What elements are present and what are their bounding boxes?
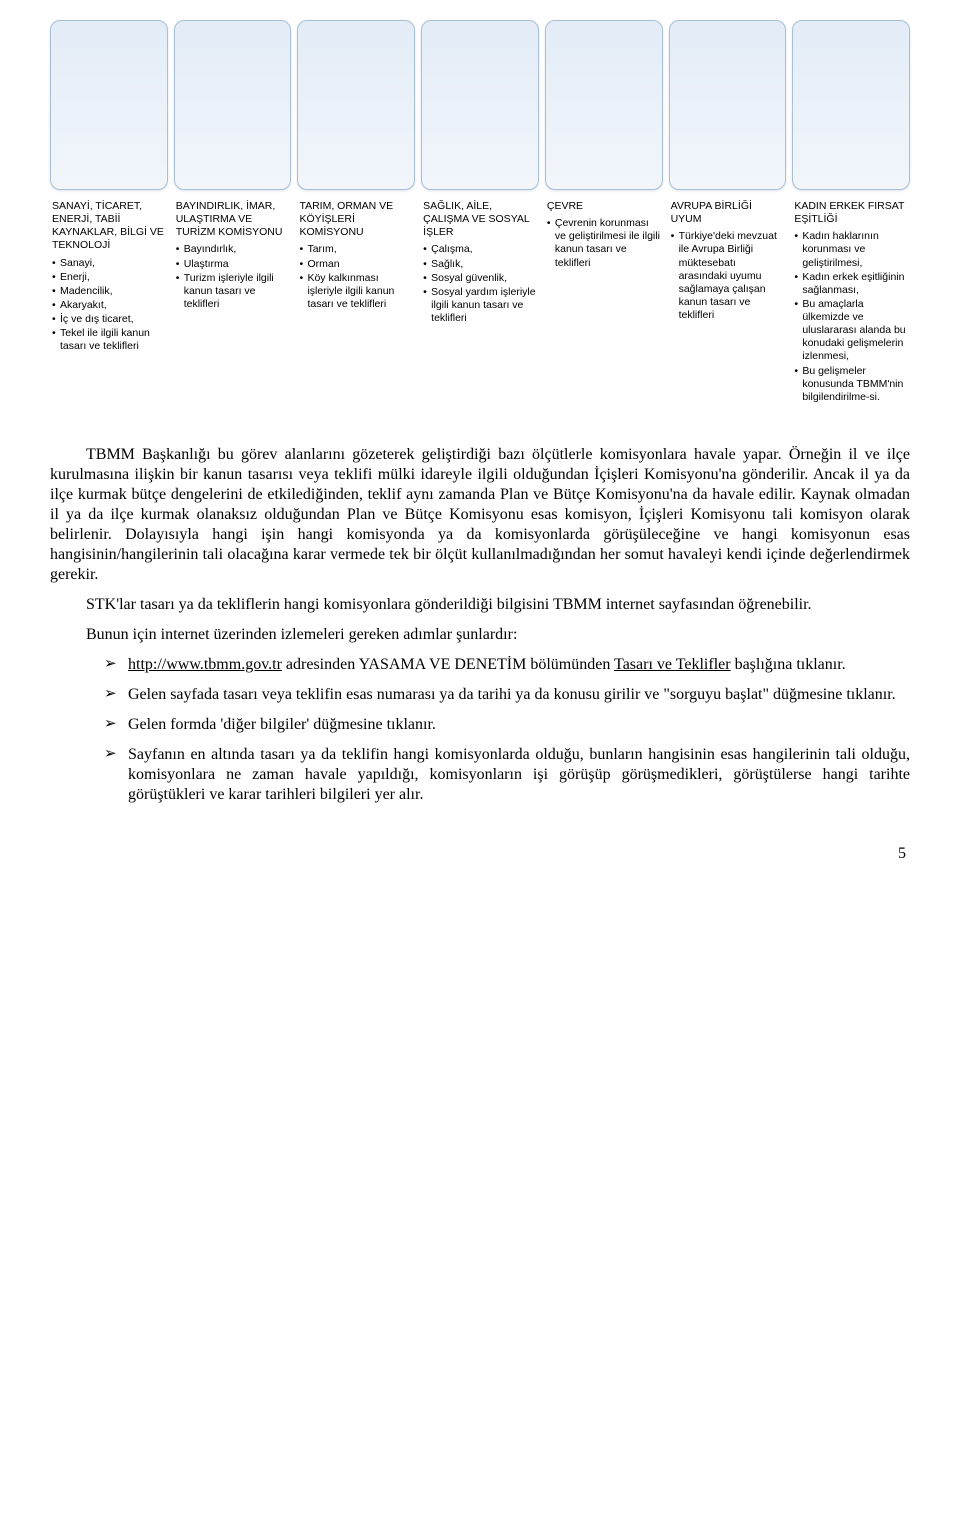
col-item: Köy kalkınması işleriyle ilgili kanun ta… [299,272,413,311]
link-tbmm[interactable]: http://www.tbmm.gov.tr [128,656,282,673]
commission-columns-row: SANAYİ, TİCARET, ENERJİ, TABİİ KAYNAKLAR… [50,200,910,405]
col-items: Tarım, Orman Köy kalkınması işleriyle il… [299,243,413,311]
col-title: SAĞLIK, AİLE, ÇALIŞMA VE SOSYAL İŞLER [423,200,537,239]
link-tasari-teklifler[interactable]: Tasarı ve Teklifler [614,656,731,673]
header-card [174,20,292,190]
col-item: Turizm işleriyle ilgili kanun tasarı ve … [176,272,290,311]
col-item: İç ve dış ticaret, [52,313,166,326]
header-card [50,20,168,190]
col-item: Akaryakıt, [52,299,166,312]
col-item: Bu gelişmeler konusunda TBMM'nin bilgile… [794,365,908,404]
body-text: TBMM Başkanlığı bu görev alanlarını göze… [50,445,910,805]
col-title: SANAYİ, TİCARET, ENERJİ, TABİİ KAYNAKLAR… [52,200,166,253]
col-item: Ulaştırma [176,258,290,271]
commission-col-saglik: SAĞLIK, AİLE, ÇALIŞMA VE SOSYAL İŞLER Ça… [421,200,539,326]
commission-col-sanayi: SANAYİ, TİCARET, ENERJİ, TABİİ KAYNAKLAR… [50,200,168,354]
col-item: Sosyal güvenlik, [423,272,537,285]
col-items: Çalışma, Sağlık, Sosyal güvenlik, Sosyal… [423,243,537,325]
commission-col-cevre: ÇEVRE Çevrenin korunması ve geliştirilme… [545,200,663,271]
col-items: Çevrenin korunması ve geliştirilmesi ile… [547,217,661,270]
header-cards-row [50,20,910,190]
col-title: AVRUPA BİRLİĞİ UYUM [671,200,785,226]
header-card [792,20,910,190]
step-text: başlığına tıklanır. [731,656,846,673]
header-card [297,20,415,190]
paragraph-1: TBMM Başkanlığı bu görev alanlarını göze… [50,445,910,585]
col-item: Kadın haklarının korunması ve geliştiril… [794,230,908,269]
step-text: adresinden YASAMA VE DENETİM bölümünden [282,656,614,673]
col-items: Bayındırlık, Ulaştırma Turizm işleriyle … [176,243,290,311]
paragraph-2: STK'lar tasarı ya da tekliflerin hangi k… [50,595,910,615]
col-item: Orman [299,258,413,271]
col-item: Sanayi, [52,257,166,270]
col-items: Kadın haklarının korunması ve geliştiril… [794,230,908,404]
col-title: TARIM, ORMAN VE KÖYİŞLERİ KOMİSYONU [299,200,413,239]
page-number: 5 [50,845,910,863]
header-card [421,20,539,190]
col-items: Sanayi, Enerji, Madencilik, Akaryakıt, İ… [52,257,166,354]
col-item: Sosyal yardım işleriyle ilgili kanun tas… [423,286,537,325]
header-card [669,20,787,190]
commission-col-tarim: TARIM, ORMAN VE KÖYİŞLERİ KOMİSYONU Tarı… [297,200,415,312]
paragraph-3: Bunun için internet üzerinden izlemeleri… [50,625,910,645]
col-title: BAYINDIRLIK, İMAR, ULAŞTIRMA VE TURİZM K… [176,200,290,239]
col-item: Bu amaçlarla ülkemizde ve uluslararası a… [794,298,908,364]
col-item: Çevrenin korunması ve geliştirilmesi ile… [547,217,661,270]
col-item: Enerji, [52,271,166,284]
commission-col-bayindirlik: BAYINDIRLIK, İMAR, ULAŞTIRMA VE TURİZM K… [174,200,292,312]
commission-col-kadin-erkek: KADIN ERKEK FIRSAT EŞİTLİĞİ Kadın haklar… [792,200,910,405]
col-title: ÇEVRE [547,200,661,213]
col-item: Türkiye'deki mevzuat ile Avrupa Birliği … [671,230,785,322]
col-item: Sağlık, [423,258,537,271]
col-item: Bayındırlık, [176,243,290,256]
col-item: Tekel ile ilgili kanun tasarı ve teklifl… [52,327,166,353]
header-card [545,20,663,190]
col-item: Çalışma, [423,243,537,256]
step-item-4: Sayfanın en altında tasarı ya da teklifi… [104,745,910,805]
steps-list: http://www.tbmm.gov.tr adresinden YASAMA… [50,655,910,805]
step-item-2: Gelen sayfada tasarı veya teklifin esas … [104,685,910,705]
col-title: KADIN ERKEK FIRSAT EŞİTLİĞİ [794,200,908,226]
col-item: Madencilik, [52,285,166,298]
step-item-3: Gelen formda 'diğer bilgiler' düğmesine … [104,715,910,735]
col-item: Kadın erkek eşitliğinin sağlanması, [794,271,908,297]
col-items: Türkiye'deki mevzuat ile Avrupa Birliği … [671,230,785,322]
step-item-1: http://www.tbmm.gov.tr adresinden YASAMA… [104,655,910,675]
commission-col-ab: AVRUPA BİRLİĞİ UYUM Türkiye'deki mevzuat… [669,200,787,323]
col-item: Tarım, [299,243,413,256]
